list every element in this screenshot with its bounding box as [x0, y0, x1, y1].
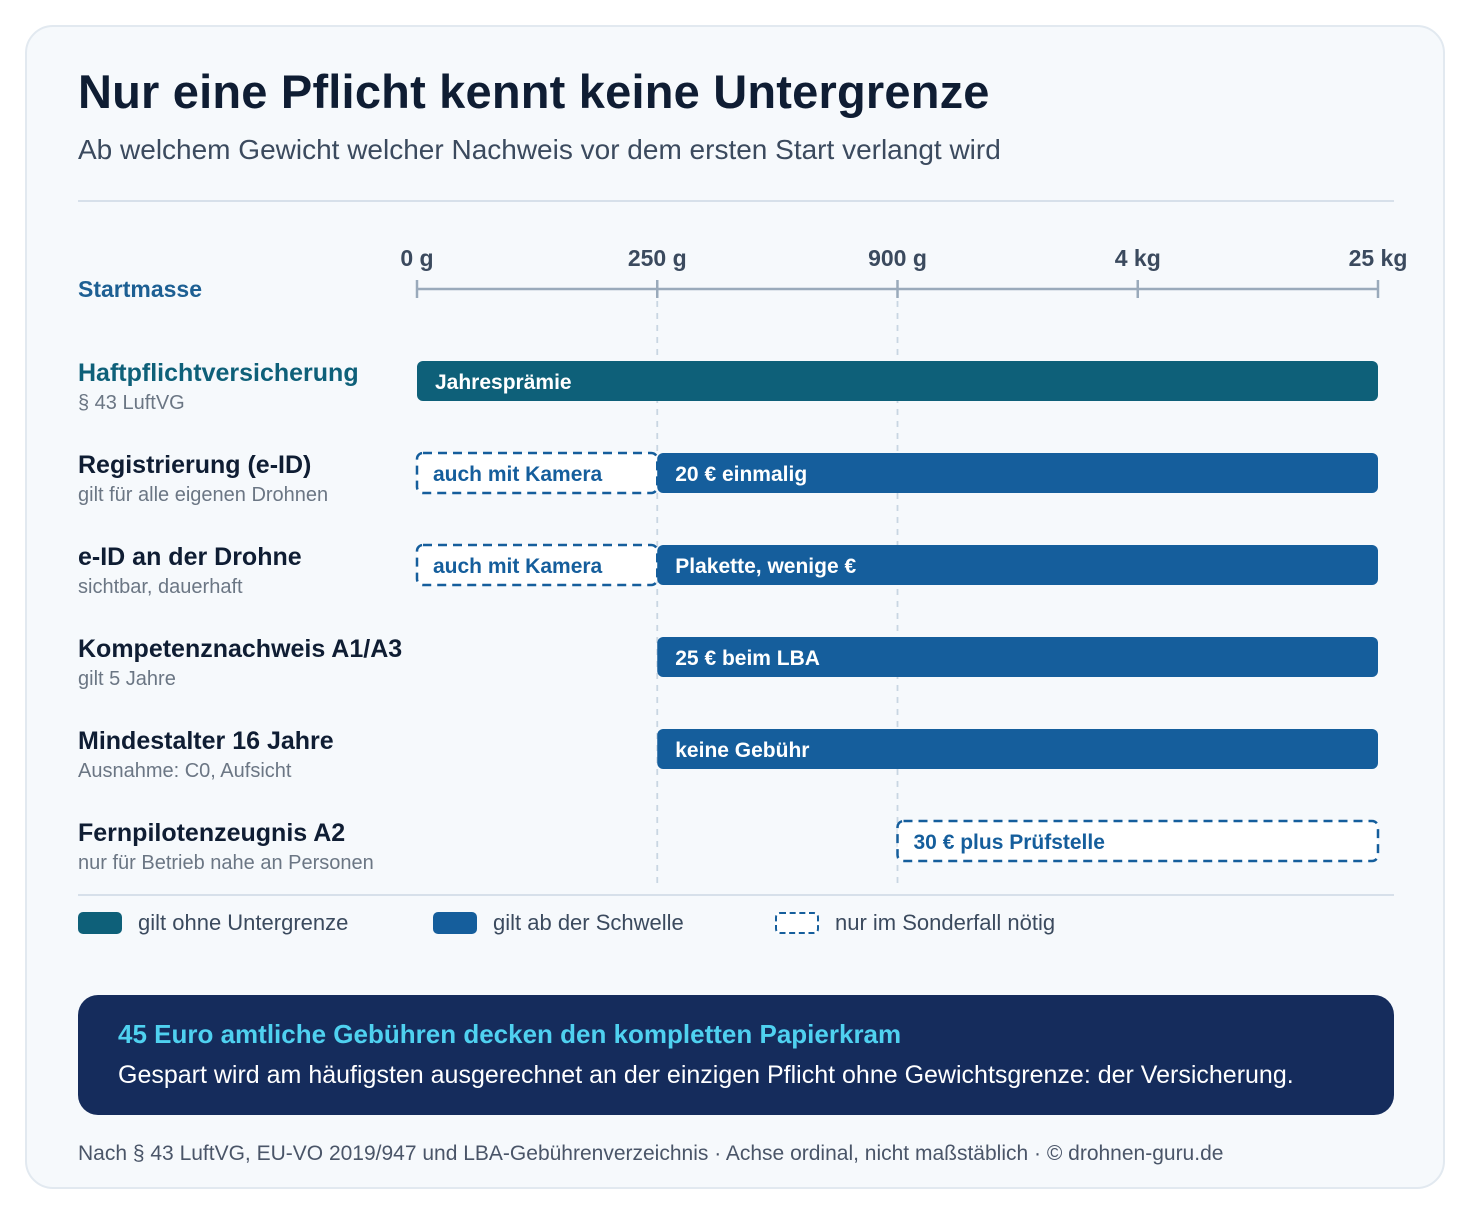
header-divider — [78, 200, 1394, 202]
row-title: Mindestalter 16 Jahre — [78, 727, 334, 755]
legend-label: nur im Sonderfall nötig — [835, 910, 1056, 935]
bar-label: auch mit Kamera — [433, 463, 603, 486]
bar-optional — [415, 451, 659, 495]
row-subtitle: gilt 5 Jahre — [78, 668, 176, 690]
axis-tick-label: 250 g — [628, 245, 687, 271]
axis-tick-label: 0 g — [400, 245, 433, 271]
legend-item-teal: gilt ohne Untergrenze — [78, 908, 348, 938]
bar-threshold — [657, 453, 1378, 493]
chart-subtitle: Ab welchem Gewicht welcher Nachweis vor … — [78, 134, 1001, 165]
callout-body: Gespart wird am häufigsten ausgerechnet … — [118, 1061, 1294, 1089]
bar-no-threshold — [417, 361, 1378, 401]
bar-optional — [896, 819, 1380, 863]
row-title: Haftpflichtversicherung — [78, 359, 359, 387]
bar-label: auch mit Kamera — [433, 555, 603, 578]
axis-tick-label: 900 g — [868, 245, 927, 271]
legend-divider — [78, 894, 1394, 896]
requirements-chart: Startmasse 0 g 250 g 900 g 4 kg 25 kg Haftpfli… — [78, 245, 1408, 885]
axis-label: Startmasse — [78, 276, 202, 302]
bar-threshold — [657, 637, 1378, 677]
row-title: Fernpilotenzeugnis A2 — [78, 819, 345, 847]
row-subtitle: § 43 LuftVG — [78, 392, 185, 414]
bar-label: keine Gebühr — [675, 739, 809, 762]
legend-label: gilt ab der Schwelle — [493, 910, 684, 935]
legend-label: gilt ohne Untergrenze — [138, 910, 349, 935]
row-subtitle: Ausnahme: C0, Aufsicht — [78, 760, 292, 782]
legend-item-blue: gilt ab der Schwelle — [433, 908, 684, 938]
bar-label: Jahresprämie — [435, 371, 572, 394]
row-title: e-ID an der Drohne — [78, 543, 302, 571]
bar-label: 20 € einmalig — [675, 463, 807, 486]
legend-swatch-teal — [78, 912, 122, 934]
row-subtitle: gilt für alle eigenen Drohnen — [78, 484, 328, 506]
bar-label: Plakette, wenige € — [675, 555, 856, 578]
callout-headline: 45 Euro amtliche Gebühren decken den kom… — [118, 1019, 902, 1049]
legend-item-dashed: nur im Sonderfall nötig — [775, 908, 1055, 938]
source-footer: Nach § 43 LuftVG, EU-VO 2019/947 und LBA… — [78, 1142, 1224, 1165]
axis-tick-label: 25 kg — [1349, 245, 1408, 271]
row-title: Kompetenznachweis A1/A3 — [78, 635, 402, 663]
bar-threshold — [657, 729, 1378, 769]
row-title: Registrierung (e-ID) — [78, 451, 311, 479]
legend-swatch-dashed — [775, 912, 819, 934]
summary-callout: 45 Euro amtliche Gebühren decken den kom… — [78, 995, 1394, 1115]
bar-label: 30 € plus Prüfstelle — [914, 831, 1105, 854]
legend-swatch-blue — [433, 912, 477, 934]
axis-tick-label: 4 kg — [1115, 245, 1161, 271]
bar-label: 25 € beim LBA — [675, 647, 820, 670]
bar-threshold — [657, 545, 1378, 585]
row-subtitle: nur für Betrieb nahe an Personen — [78, 852, 374, 874]
row-subtitle: sichtbar, dauerhaft — [78, 576, 243, 598]
chart-title: Nur eine Pflicht kennt keine Untergrenze — [78, 65, 990, 118]
bar-optional — [415, 543, 659, 587]
